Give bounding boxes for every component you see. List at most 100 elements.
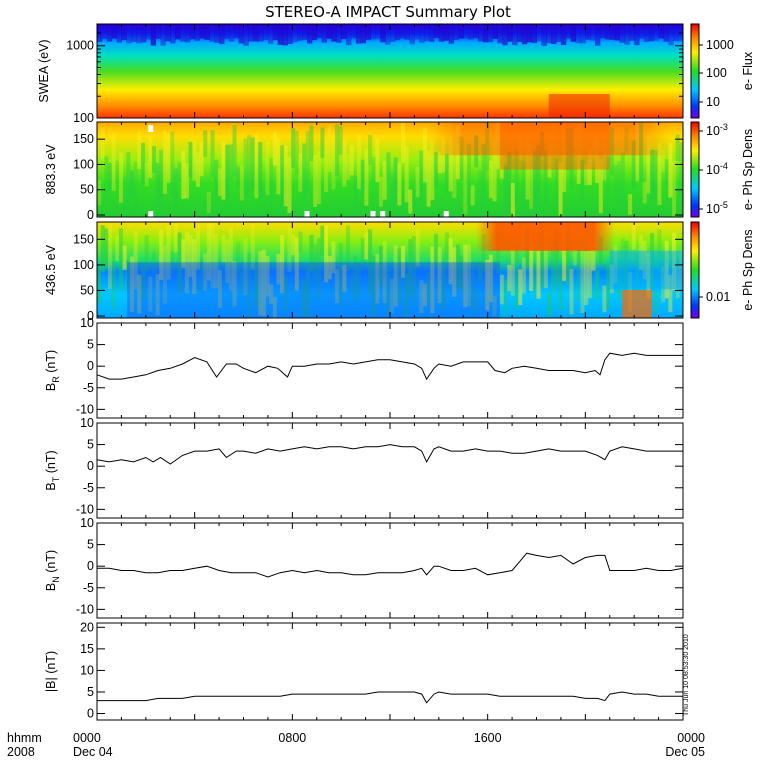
x-tick-label: 0800 xyxy=(278,731,306,745)
spectrogram-column xyxy=(604,24,611,40)
heatmap-streak xyxy=(140,267,146,299)
heatmap-streak xyxy=(342,264,347,292)
data-gap xyxy=(148,211,154,217)
heatmap-streak xyxy=(397,162,402,206)
heatmap-streak xyxy=(177,162,182,182)
spectrogram-column xyxy=(375,24,381,39)
heatmap-streak xyxy=(584,251,589,306)
spectrogram-column xyxy=(184,24,191,43)
heatmap-streak xyxy=(470,262,475,316)
heatmap-streak xyxy=(532,262,537,292)
heatmap-streak xyxy=(155,274,160,316)
y-tick-label: -10 xyxy=(76,402,94,416)
heatmap-streak xyxy=(584,164,589,186)
y-tick-label: 0 xyxy=(87,559,94,573)
heatmap-streak xyxy=(349,272,354,295)
heatmap-streak xyxy=(331,241,336,274)
heatmap-streak xyxy=(166,133,171,183)
colorbar-tick-label: 0.01 xyxy=(706,290,730,304)
spectrogram-column xyxy=(277,24,284,45)
heatmap-streak xyxy=(455,244,460,288)
heatmap-streak xyxy=(272,297,277,318)
heatmap-streak xyxy=(254,264,259,309)
y-tick-label: -5 xyxy=(83,481,94,495)
spectrogram-column xyxy=(175,24,181,40)
spectrogram-column xyxy=(267,24,274,44)
heatmap-streak xyxy=(137,274,142,314)
heatmap-streak xyxy=(151,251,156,274)
y-tick-label: -10 xyxy=(76,602,94,616)
x-tick-label: 1600 xyxy=(474,731,502,745)
heatmap-streak xyxy=(261,188,266,214)
data-gap xyxy=(370,211,376,217)
heatmap-streak xyxy=(97,266,102,303)
heatmap-streak xyxy=(217,168,222,197)
x-tick-date-label: Dec 04 xyxy=(73,745,113,759)
heatmap-streak xyxy=(357,133,362,189)
series-line xyxy=(97,691,683,704)
heatmap-streak xyxy=(408,238,413,295)
heatmap-streak xyxy=(97,180,102,206)
spectrogram-column xyxy=(131,24,137,42)
heatmap-streak xyxy=(276,253,281,285)
heatmap-streak xyxy=(492,138,497,202)
colorbar-scale xyxy=(690,121,700,218)
heatmap-streak xyxy=(107,223,113,290)
heatmap-streak xyxy=(265,141,270,196)
data-gap xyxy=(304,211,310,217)
heatmap-strahl-region xyxy=(475,222,615,251)
heatmap-streak xyxy=(181,239,186,268)
heatmap-streak xyxy=(232,261,237,307)
spectrogram-column xyxy=(219,24,225,45)
heatmap-streak xyxy=(466,144,471,205)
heatmap-streak xyxy=(664,159,669,186)
spectrogram-column xyxy=(595,24,601,46)
heatmap-streak xyxy=(675,134,680,162)
y-tick-label: -5 xyxy=(83,581,94,595)
heatmap-streak xyxy=(221,141,226,200)
data-gap xyxy=(380,211,386,217)
heatmap-streak xyxy=(133,161,138,210)
heatmap-streak xyxy=(587,148,592,185)
heatmap-streak xyxy=(228,227,233,291)
x-tick-date-label: Dec 05 xyxy=(665,745,705,759)
heatmap-streak xyxy=(496,232,501,275)
heatmap-streak xyxy=(309,235,314,272)
heatmap-streak xyxy=(100,128,105,159)
heatmap-streak xyxy=(280,145,285,209)
heatmap-streak xyxy=(107,163,113,191)
spectrogram-column xyxy=(560,24,567,46)
spectrogram-column xyxy=(248,24,254,42)
heatmap-streak xyxy=(466,244,471,307)
spectrogram-column xyxy=(121,24,127,41)
spectrogram-column xyxy=(263,24,269,41)
heatmap-streak xyxy=(269,284,274,304)
heatmap-streak xyxy=(309,125,314,161)
heatmap-streak xyxy=(236,166,241,188)
spectrogram-column xyxy=(424,24,430,42)
heatmap-streak xyxy=(419,280,424,314)
heatmap-streak xyxy=(371,156,376,184)
spectrogram-column xyxy=(101,24,108,39)
heatmap-streak xyxy=(650,149,655,200)
heatmap-streak xyxy=(400,122,406,164)
heatmap-streak xyxy=(283,145,288,207)
spectrogram-column xyxy=(487,24,494,43)
spectrogram-column xyxy=(243,24,249,46)
heatmap-streak xyxy=(360,159,365,194)
heatmap-streak xyxy=(225,239,230,283)
heatmap-streak xyxy=(521,257,526,294)
spectrogram-column xyxy=(258,24,264,42)
heatmap-streak xyxy=(554,158,559,212)
heatmap-streak xyxy=(353,175,358,214)
spectrogram-column xyxy=(116,24,122,43)
spectrogram-column xyxy=(140,24,147,43)
heatmap-streak xyxy=(170,131,175,196)
heatmap-streak xyxy=(199,259,204,293)
heatmap-streak xyxy=(598,159,603,214)
heatmap-streak xyxy=(265,255,270,297)
spectrogram-column xyxy=(204,24,210,40)
y-axis-label: |B| (nT) xyxy=(44,651,58,692)
spectrogram-column xyxy=(634,24,640,46)
spectrogram-column xyxy=(282,24,288,46)
